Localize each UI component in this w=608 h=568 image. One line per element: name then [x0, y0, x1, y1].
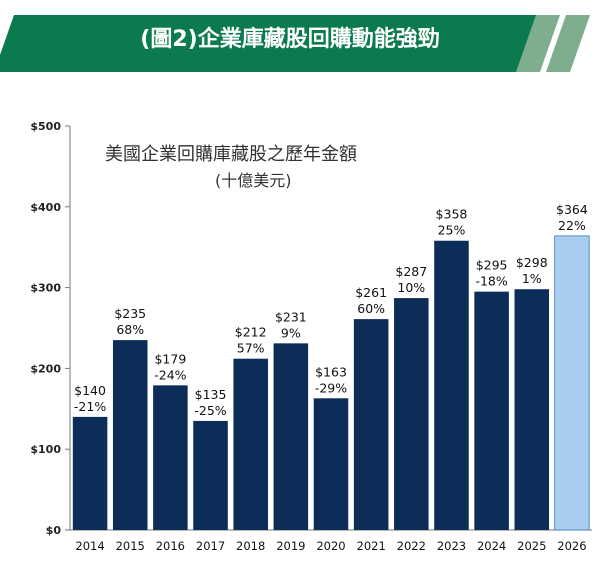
x-tick-label-2016: 2016	[156, 539, 185, 553]
x-tick-label-2024: 2024	[477, 539, 506, 553]
bar-2018	[233, 358, 268, 530]
bar-2026	[554, 235, 590, 531]
growth-label-2017: -25%	[194, 403, 226, 418]
growth-label-2015: 68%	[116, 322, 144, 337]
y-tick-label: $0	[46, 524, 62, 537]
page-title: (圖2)企業庫藏股回購動能強勁	[140, 27, 440, 52]
growth-label-2022: 10%	[397, 280, 425, 295]
value-label-2025: $298	[516, 255, 548, 270]
chart-title: 美國企業回購庫藏股之歷年金額	[105, 144, 357, 165]
y-tick-label: $100	[30, 443, 61, 456]
x-tick-label-2020: 2020	[316, 539, 345, 553]
value-label-2017: $135	[195, 387, 227, 402]
value-label-2024: $295	[476, 258, 508, 273]
growth-label-2025: 1%	[522, 271, 542, 286]
bar-2020	[313, 398, 349, 530]
growth-label-2021: 60%	[357, 301, 385, 316]
y-tick-label: $300	[30, 282, 61, 295]
growth-label-2019: 9%	[281, 325, 301, 340]
chart-subtitle: (十億美元)	[215, 171, 292, 190]
bar-2021	[353, 319, 389, 530]
value-label-2018: $212	[235, 325, 267, 340]
bar-2017	[193, 420, 228, 530]
x-tick-label-2015: 2015	[116, 539, 145, 553]
bar-2016	[153, 385, 188, 530]
bar-2015	[112, 340, 148, 530]
growth-label-2020: -29%	[315, 380, 347, 395]
x-tick-label-2022: 2022	[397, 539, 426, 553]
x-tick-label-2019: 2019	[276, 539, 305, 553]
bar-2019	[273, 343, 309, 530]
bar-2022	[394, 298, 429, 530]
value-label-2019: $231	[275, 309, 307, 324]
x-tick-label-2018: 2018	[236, 539, 265, 553]
y-tick-label: $400	[30, 201, 61, 214]
y-tick-label: $500	[30, 120, 61, 133]
x-tick-label-2021: 2021	[357, 539, 386, 553]
y-tick-label: $200	[30, 362, 61, 375]
title-banner: (圖2)企業庫藏股回購動能強勁	[0, 0, 608, 80]
value-label-2022: $287	[395, 264, 427, 279]
banner-background	[0, 15, 550, 72]
x-tick-label-2014: 2014	[75, 539, 104, 553]
growth-label-2023: 25%	[438, 223, 466, 238]
growth-label-2026: 22%	[558, 218, 586, 233]
banner-shape	[0, 15, 590, 72]
value-label-2023: $358	[436, 207, 468, 222]
value-label-2020: $163	[315, 364, 347, 379]
bar-2025	[514, 289, 550, 530]
x-tick-label-2017: 2017	[196, 539, 225, 553]
bar-2023	[434, 240, 469, 530]
value-label-2021: $261	[355, 285, 387, 300]
x-tick-label-2026: 2026	[557, 539, 586, 553]
bar-2014	[72, 416, 108, 530]
bar-2024	[474, 291, 509, 530]
growth-label-2014: -21%	[74, 399, 106, 414]
growth-label-2018: 57%	[237, 341, 265, 356]
x-tick-label-2025: 2025	[517, 539, 546, 553]
value-label-2015: $235	[114, 306, 146, 321]
value-label-2014: $140	[74, 383, 106, 398]
growth-label-2024: -18%	[475, 274, 507, 289]
banner-stripe	[516, 15, 560, 72]
x-tick-label-2023: 2023	[437, 539, 466, 553]
growth-label-2016: -24%	[154, 367, 186, 382]
value-label-2016: $179	[154, 351, 186, 366]
banner-stripe	[546, 15, 590, 72]
value-label-2026: $364	[556, 202, 588, 217]
